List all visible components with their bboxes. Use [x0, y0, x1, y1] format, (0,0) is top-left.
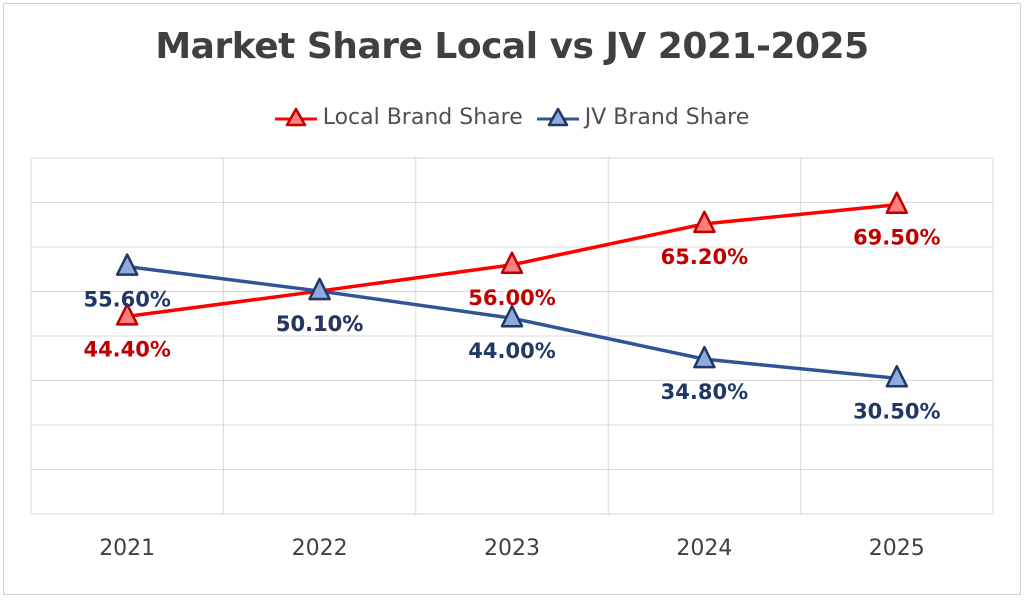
x-tick-label: 2021 [99, 536, 155, 561]
x-tick-label: 2025 [869, 536, 925, 561]
data-point-jv [308, 277, 331, 301]
data-label-local: 56.00% [468, 286, 555, 310]
x-tick-label: 2022 [292, 536, 348, 561]
chart-title: Market Share Local vs JV 2021-2025 [155, 26, 869, 67]
data-label-local: 44.40% [83, 337, 170, 361]
legend: Local Brand Share JV Brand Share [4, 102, 1020, 132]
legend-marker-jv [536, 107, 579, 127]
data-label-local: 65.20% [661, 245, 748, 269]
legend-item-local: Local Brand Share [274, 104, 523, 130]
data-point-local [885, 191, 909, 214]
data-point-jv [693, 345, 716, 369]
data-label-local: 50.10% [276, 312, 363, 336]
data-label-jv: 34.80% [661, 380, 748, 404]
data-label-jv: 44.00% [468, 339, 555, 363]
data-point-local [115, 303, 139, 326]
data-label-local: 69.50% [853, 226, 940, 250]
legend-marker-local [274, 107, 317, 127]
data-point-jv [500, 304, 524, 328]
chart-area: Market Share Local vs JV 2021-2025 Local… [3, 3, 1021, 595]
legend-item-jv: JV Brand Share [536, 104, 750, 130]
data-label-jv: 55.60% [83, 288, 170, 312]
legend-label-local: Local Brand Share [322, 104, 523, 130]
data-label-jv: 50.10% [276, 312, 363, 336]
data-label-jv: 30.50% [853, 399, 940, 423]
data-point-jv [885, 365, 909, 388]
x-tick-label: 2024 [676, 536, 732, 561]
data-point-jv [115, 253, 139, 276]
legend-label-jv: JV Brand Share [584, 104, 750, 130]
data-point-local [693, 210, 716, 234]
x-tick-label: 2023 [484, 536, 540, 561]
data-point-local [500, 251, 524, 275]
